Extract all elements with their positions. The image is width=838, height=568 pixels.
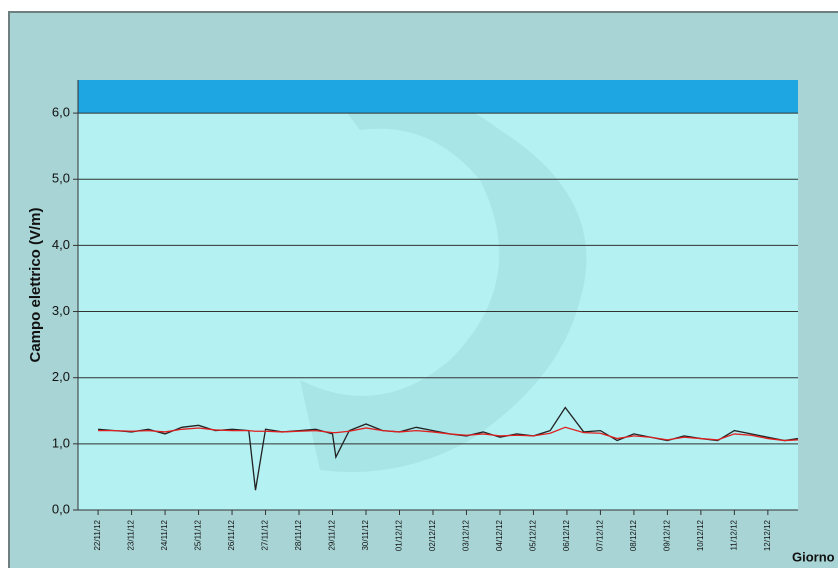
x-tick-label: 05/12/12 (529, 519, 538, 551)
x-tick-label: 01/12/12 (395, 519, 404, 551)
y-tick-label: 6,0 (52, 105, 70, 120)
page: 0,0 1,0 2,0 3,0 4,0 5,0 6,0 22/11/12 23/11/12 24/… (0, 0, 838, 568)
x-tick-label: 30/11/12 (361, 519, 370, 550)
x-tick-label: 07/12/12 (596, 519, 605, 551)
x-tick-label: 04/12/12 (495, 519, 504, 551)
y-tick-label: 4,0 (52, 237, 70, 252)
y-tick-label: 0,0 (52, 501, 70, 516)
x-tick-label: 27/11/12 (261, 519, 270, 550)
x-tick-label: 08/12/12 (629, 519, 638, 551)
y-tick-label: 1,0 (52, 435, 70, 450)
x-tick-label: 11/12/12 (729, 519, 738, 550)
x-tick-label: 24/11/12 (160, 519, 169, 550)
chart: 0,0 1,0 2,0 3,0 4,0 5,0 6,0 22/11/12 23/11/12 24/… (0, 0, 838, 568)
y-axis-label: Campo elettrico (V/m) (27, 207, 44, 362)
x-tick-label: 22/11/12 (93, 519, 102, 550)
x-tick-label: 09/12/12 (663, 519, 672, 551)
x-tick-label: 28/11/12 (294, 519, 303, 550)
x-tick-label: 12/12/12 (763, 519, 772, 551)
x-axis-label: Giorno (792, 549, 835, 564)
x-tick-label: 10/12/12 (696, 519, 705, 551)
y-tick-label: 5,0 (52, 171, 70, 186)
x-tick-label: 26/11/12 (227, 519, 236, 550)
x-tick-label: 23/11/12 (127, 519, 136, 550)
limit-band (78, 80, 798, 113)
x-tick-label: 06/12/12 (562, 519, 571, 551)
x-tick-label: 25/11/12 (194, 519, 203, 550)
y-tick-label: 3,0 (52, 303, 70, 318)
x-tick-label: 02/12/12 (428, 519, 437, 551)
y-tick-label: 2,0 (52, 369, 70, 384)
x-tick-label: 29/11/12 (328, 519, 337, 550)
x-tick-label: 03/12/12 (462, 519, 471, 551)
